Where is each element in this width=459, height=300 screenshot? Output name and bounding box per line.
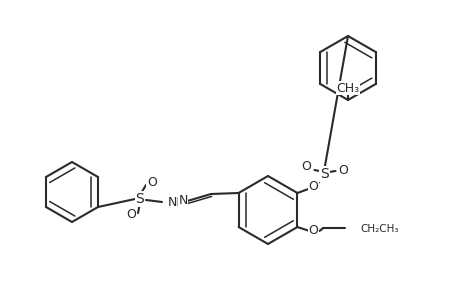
Text: O: O [308, 181, 318, 194]
Text: CH₂CH₃: CH₂CH₃ [360, 224, 398, 234]
Text: S: S [135, 192, 144, 206]
Text: N: N [178, 194, 187, 208]
Text: S: S [319, 167, 328, 181]
Text: NH: NH [168, 196, 186, 209]
Text: O: O [147, 176, 157, 190]
Text: O: O [308, 224, 318, 238]
Text: CH₃: CH₃ [336, 82, 359, 94]
Text: O: O [338, 164, 347, 176]
Text: O: O [126, 208, 136, 221]
Text: O: O [301, 160, 311, 173]
